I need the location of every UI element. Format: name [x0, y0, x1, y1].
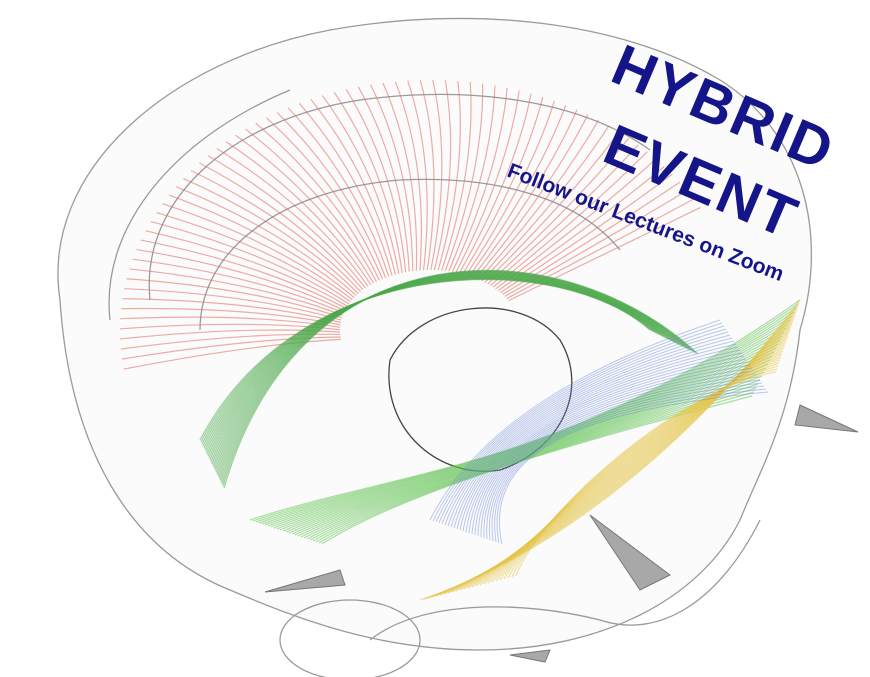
pin [795, 405, 858, 432]
poster: HYBRID EVENT Follow our Lectures on Zoom [0, 0, 870, 677]
brain-illustration: HYBRID EVENT Follow our Lectures on Zoom [0, 0, 870, 677]
pin [510, 650, 550, 662]
